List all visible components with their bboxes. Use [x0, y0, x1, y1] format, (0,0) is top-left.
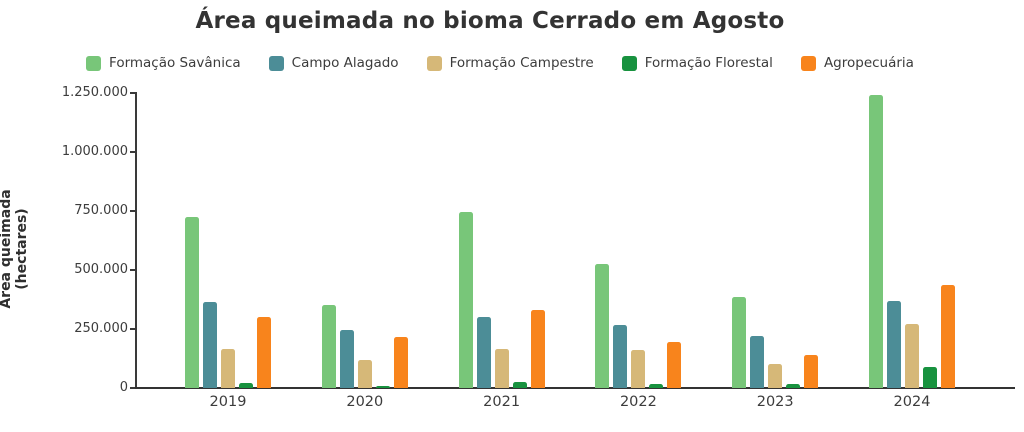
bar-formacao-savanica-2020: [321, 305, 336, 388]
legend-item-formacao-savanica: Formação Savânica: [86, 55, 241, 71]
bar-formacao-savanica-2023: [732, 297, 747, 388]
bar-agropecuaria-2019: [257, 317, 271, 388]
bar-formacao-campestre-2019: [221, 349, 235, 388]
bar-formacao-campestre-2022: [631, 350, 646, 388]
bar-formacao-florestal-2022: [649, 384, 664, 388]
bar-campo-alagado-2024: [887, 301, 901, 388]
legend-label: Agropecuária: [823, 55, 914, 71]
legend-label: Formação Florestal: [644, 55, 773, 71]
bar-formacao-florestal-2020: [375, 386, 390, 388]
y-tick-label: 750.000: [74, 203, 128, 218]
legend-swatch-agropecuaria: [800, 55, 816, 71]
x-tick-label-2021: 2021: [483, 394, 521, 410]
legend-item-formacao-campestre: Formação Campestre: [426, 55, 594, 71]
y-axis-label: Área queimada (hectares): [0, 189, 30, 309]
y-tick-label: 1.250.000: [61, 85, 128, 100]
y-tick-label: 250.000: [74, 321, 128, 336]
chart-title: Área queimada no bioma Cerrado em Agosto: [195, 8, 785, 34]
legend-swatch-formacao-savanica: [86, 55, 102, 71]
bar-campo-alagado-2022: [613, 325, 628, 388]
bar-campo-alagado-2021: [476, 317, 491, 388]
bar-formacao-savanica-2019: [185, 217, 199, 388]
bar-formacao-campestre-2023: [768, 364, 783, 388]
bar-formacao-savanica-2021: [458, 212, 473, 388]
y-tick-mark: [130, 269, 135, 271]
bar-agropecuaria-2022: [667, 342, 682, 388]
bar-agropecuaria-2024: [941, 285, 955, 388]
legend-swatch-campo-alagado: [268, 55, 284, 71]
bar-campo-alagado-2020: [339, 330, 354, 388]
bar-formacao-florestal-2021: [512, 382, 527, 388]
y-tick-mark: [130, 328, 135, 330]
legend-item-agropecuaria: Agropecuária: [800, 55, 914, 71]
bar-formacao-savanica-2024: [869, 95, 883, 388]
bar-formacao-florestal-2024: [923, 367, 937, 388]
y-tick-mark: [130, 387, 135, 389]
x-axis-line: [135, 387, 1015, 389]
bar-agropecuaria-2020: [393, 337, 408, 388]
x-tick-label-2022: 2022: [619, 394, 657, 410]
chart-legend: Formação Savânica Campo Alagado Formação C…: [0, 55, 1000, 71]
legend-label: Campo Alagado: [291, 55, 399, 71]
y-tick-mark: [130, 151, 135, 153]
bar-formacao-campestre-2020: [357, 360, 372, 388]
y-tick-label: 0: [119, 380, 128, 395]
y-tick-mark: [130, 210, 135, 212]
y-tick-mark: [130, 92, 135, 94]
x-tick-label-2019: 2019: [209, 394, 247, 410]
bar-campo-alagado-2019: [203, 302, 217, 388]
bar-formacao-florestal-2023: [786, 384, 801, 388]
legend-label: Formação Savânica: [109, 55, 241, 71]
x-tick-label-2020: 2020: [346, 394, 384, 410]
y-tick-label: 1.000.000: [61, 144, 128, 159]
legend-item-campo-alagado: Campo Alagado: [268, 55, 399, 71]
bar-agropecuaria-2023: [804, 355, 819, 388]
bar-agropecuaria-2021: [530, 310, 545, 388]
bar-formacao-campestre-2021: [494, 349, 509, 388]
x-tick-label-2024: 2024: [893, 394, 931, 410]
bar-formacao-savanica-2022: [595, 264, 610, 388]
legend-item-formacao-florestal: Formação Florestal: [621, 55, 773, 71]
legend-swatch-formacao-florestal: [621, 55, 637, 71]
y-axis-spine: [135, 92, 137, 388]
legend-label: Formação Campestre: [449, 55, 594, 71]
x-tick-label-2023: 2023: [756, 394, 794, 410]
y-tick-label: 500.000: [74, 262, 128, 277]
bar-formacao-campestre-2024: [905, 324, 919, 388]
legend-swatch-formacao-campestre: [426, 55, 442, 71]
bar-formacao-florestal-2019: [239, 383, 253, 388]
bar-campo-alagado-2023: [750, 336, 765, 388]
